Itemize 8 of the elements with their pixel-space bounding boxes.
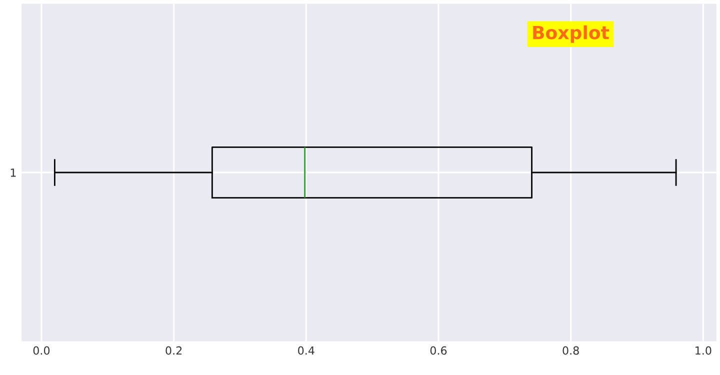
x-tick-label: 0.4 [298, 346, 314, 355]
x-tick-label: 0.8 [562, 346, 579, 355]
x-tick-label: 0.6 [430, 346, 447, 355]
text: Boxplot [533, 25, 610, 43]
y-tick-label: 1 [10, 168, 16, 177]
x-tick-label: 1.0 [696, 346, 712, 355]
x-tick-label: 0.2 [166, 346, 182, 355]
x-tick-label: 0.0 [33, 346, 50, 355]
